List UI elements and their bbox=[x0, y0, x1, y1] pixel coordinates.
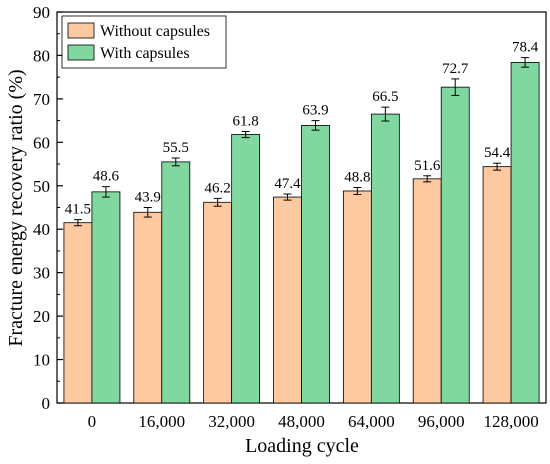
data-label: 47.4 bbox=[274, 176, 301, 192]
legend-label: With capsules bbox=[100, 45, 190, 62]
legend-swatch bbox=[67, 44, 95, 61]
data-label: 48.6 bbox=[93, 169, 120, 185]
bar bbox=[91, 191, 121, 404]
y-tick-label: 80 bbox=[33, 46, 50, 65]
data-label: 41.5 bbox=[65, 202, 91, 218]
y-tick-label: 60 bbox=[33, 133, 50, 152]
y-axis: 0 10 20 30 40 50 60 70 80 90 bbox=[33, 3, 63, 413]
bar bbox=[342, 190, 372, 404]
legend: Without capsules With capsules bbox=[61, 15, 227, 69]
data-label: 78.4 bbox=[512, 40, 539, 56]
data-label: 51.6 bbox=[414, 158, 441, 174]
bar bbox=[412, 178, 442, 404]
bar bbox=[133, 211, 163, 404]
y-axis-label: Fracture energy recovery ratio (%) bbox=[5, 69, 27, 346]
x-tick-label: 64,000 bbox=[348, 412, 395, 431]
x-tick-label: 16,000 bbox=[138, 412, 185, 431]
bar bbox=[370, 113, 400, 404]
bar-series: 41.5 48.6 43.9 55.5 46.2 61.8 47.4 63.9 48.8 66.5… bbox=[63, 40, 540, 404]
y-tick-label: 30 bbox=[33, 264, 50, 283]
bar bbox=[231, 134, 261, 404]
y-tick-label: 90 bbox=[33, 3, 50, 22]
bar bbox=[301, 124, 330, 404]
x-axis-label: Loading cycle bbox=[245, 435, 359, 457]
x-tick-label: 96,000 bbox=[418, 412, 465, 431]
x-tick-label: 32,000 bbox=[208, 412, 255, 431]
bar bbox=[440, 86, 470, 404]
legend-label: Without capsules bbox=[100, 23, 210, 40]
x-tick-label: 128,000 bbox=[483, 412, 538, 431]
bar bbox=[63, 222, 93, 404]
bar bbox=[510, 61, 540, 404]
data-label: 55.5 bbox=[163, 140, 189, 156]
bar bbox=[482, 166, 512, 404]
y-tick-label: 10 bbox=[33, 351, 50, 370]
x-tick-label: 0 bbox=[88, 412, 97, 431]
y-tick-label: 0 bbox=[42, 394, 51, 413]
bar bbox=[161, 161, 191, 404]
bar bbox=[273, 196, 302, 404]
data-label: 63.9 bbox=[302, 103, 328, 119]
x-tick-label: 48,000 bbox=[278, 412, 325, 431]
data-label: 46.2 bbox=[205, 180, 231, 196]
data-label: 48.8 bbox=[344, 170, 370, 186]
bar bbox=[203, 201, 233, 404]
data-label: 54.4 bbox=[484, 145, 511, 161]
legend-swatch bbox=[67, 22, 95, 39]
x-axis: 0 16,000 32,000 48,000 64,000 96,000 128,000 bbox=[88, 397, 539, 431]
y-tick-label: 70 bbox=[33, 90, 50, 109]
data-label: 66.5 bbox=[372, 89, 398, 105]
y-tick-label: 20 bbox=[33, 307, 50, 326]
y-tick-label: 50 bbox=[33, 177, 50, 196]
data-label: 43.9 bbox=[135, 190, 161, 206]
data-label: 61.8 bbox=[233, 113, 259, 129]
y-tick-label: 40 bbox=[33, 220, 50, 239]
data-label: 72.7 bbox=[442, 61, 469, 77]
